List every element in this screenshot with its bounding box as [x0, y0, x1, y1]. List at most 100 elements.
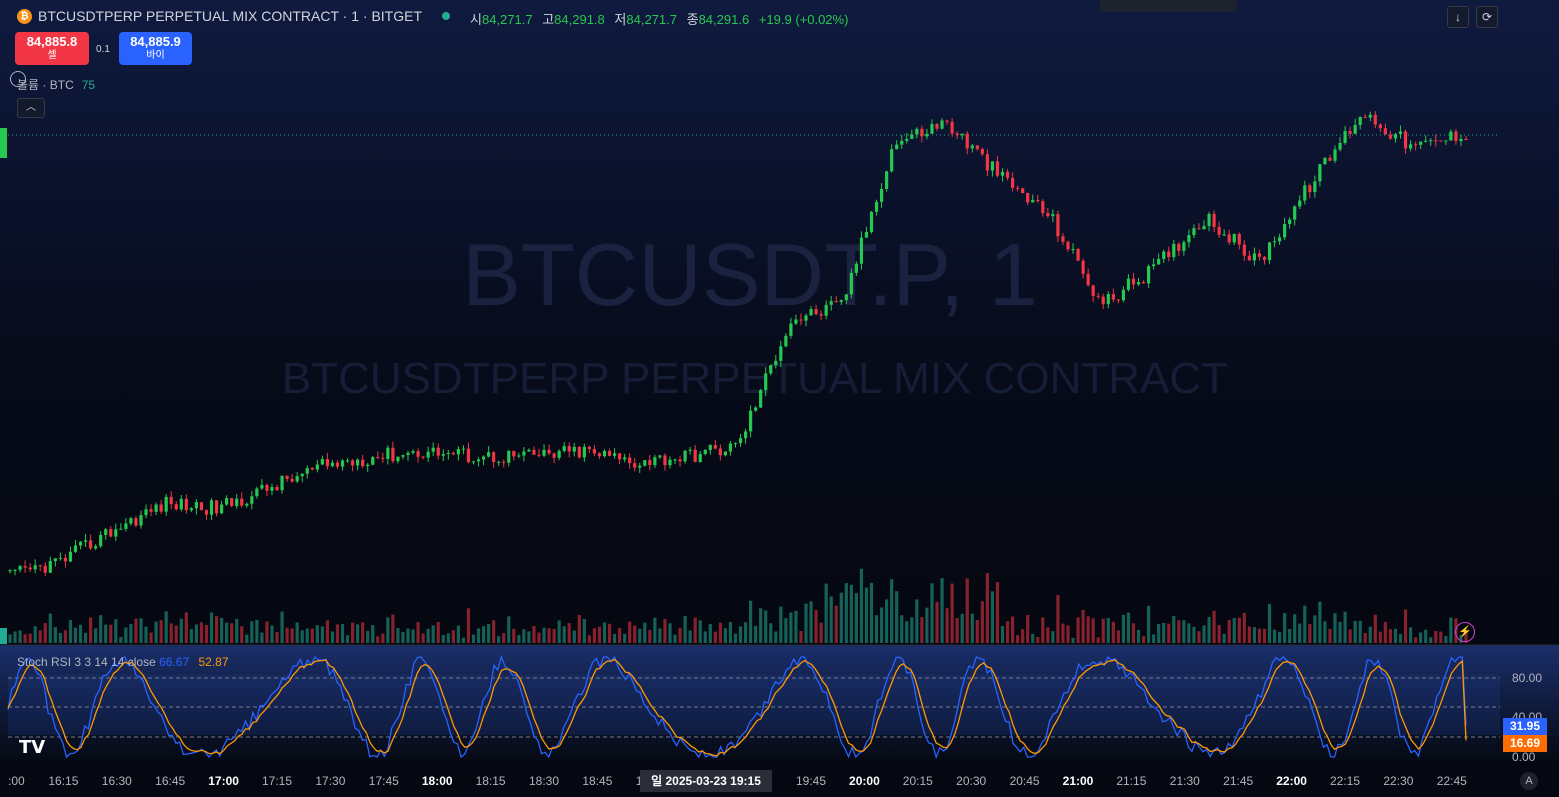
stoch-axis-80: 80.00 — [1512, 671, 1542, 685]
candle-body — [406, 452, 410, 456]
candle-body — [23, 566, 27, 568]
candle-body — [260, 484, 264, 489]
candle-body — [194, 502, 199, 509]
volume-bar — [1141, 636, 1146, 643]
candle-body — [487, 452, 491, 457]
auto-scale-button[interactable]: A — [1520, 772, 1538, 790]
volume-bar — [446, 633, 450, 643]
bitcoin-icon[interactable]: ₿ — [17, 9, 32, 24]
candle-body — [1076, 249, 1080, 261]
candle-body — [1293, 206, 1297, 220]
volume-bar — [618, 627, 622, 643]
volume-bar — [1177, 620, 1181, 643]
volume-bar — [834, 605, 838, 643]
symbol-title[interactable]: BTCUSDTPERP PERPETUAL MIX CONTRACT · 1 ·… — [38, 8, 423, 24]
volume-bar — [925, 607, 929, 643]
volume-legend[interactable]: 볼륨 · BTC 75 — [17, 76, 95, 93]
stoch-legend[interactable]: Stoch RSI 3 3 14 14 close 66.67 52.87 — [17, 655, 229, 669]
candle-body — [255, 488, 259, 497]
candle-body — [1288, 219, 1292, 225]
volume-bar — [703, 631, 707, 643]
candle-body — [1257, 253, 1262, 257]
candle-body — [1459, 138, 1463, 142]
volume-value: 75 — [81, 78, 96, 92]
candlesticks — [8, 111, 1468, 577]
tradingview-logo-icon[interactable]: TV — [19, 737, 46, 758]
candle-body — [1207, 213, 1211, 226]
candle-body — [1056, 214, 1060, 237]
maximize-icon[interactable]: ⟳ — [1476, 6, 1498, 28]
candle-body — [38, 565, 42, 567]
volume-bar — [94, 628, 98, 643]
buy-button[interactable]: 84,885.9 바이 — [119, 32, 192, 65]
candle-body — [1046, 213, 1050, 217]
volume-bar — [28, 633, 32, 643]
volume-bar — [638, 628, 642, 643]
candle-body — [1162, 251, 1166, 259]
candle-body — [1252, 253, 1257, 261]
volume-bar — [1106, 618, 1110, 643]
candle-body — [169, 496, 173, 505]
sell-button[interactable]: 84,885.8 셀 — [15, 32, 89, 65]
candle-body — [945, 120, 949, 122]
volume-bar — [204, 624, 209, 643]
candle-body — [885, 171, 889, 190]
candle-body — [733, 443, 738, 445]
candle-body — [1464, 138, 1468, 140]
candle-body — [1434, 140, 1438, 142]
volume-bar — [325, 620, 329, 643]
volume-bar — [371, 625, 375, 643]
candle-body — [1081, 260, 1085, 274]
volume-bar — [1343, 611, 1347, 643]
volume-bar — [864, 587, 869, 643]
volume-bar — [1272, 629, 1277, 643]
candle-body — [648, 460, 652, 466]
time-tick-label: 19:45 — [796, 774, 826, 788]
candle-body — [1227, 234, 1231, 243]
stoch-d-line — [7, 658, 1467, 757]
candle-body — [572, 446, 576, 452]
volume-bar — [557, 620, 561, 643]
open-value: 84,271.7 — [481, 12, 533, 27]
collapse-chevron-icon[interactable]: ︿ — [17, 98, 45, 118]
floating-popup-tab[interactable] — [1100, 0, 1237, 12]
candle-body — [1247, 255, 1251, 261]
volume-bar — [1126, 612, 1131, 643]
volume-bar — [1182, 620, 1186, 643]
volume-bar — [950, 583, 954, 643]
eye-icon[interactable] — [10, 71, 26, 87]
candle-body — [764, 373, 768, 391]
candle-body — [416, 451, 420, 457]
volume-bar — [920, 617, 924, 643]
arrow-down-icon[interactable]: ↓ — [1447, 6, 1469, 28]
candle-body — [920, 128, 924, 137]
volume-bar — [1288, 628, 1292, 643]
candle-body — [285, 475, 289, 479]
volume-bar — [1051, 631, 1055, 643]
volume-bar — [406, 628, 410, 643]
volume-bar — [975, 619, 979, 643]
candle-body — [633, 463, 637, 468]
crosshair-date-label: 일 2025-03-23 19:15 — [640, 770, 772, 792]
time-tick-label: 16:30 — [102, 774, 132, 788]
lightning-icon[interactable]: ⚡ — [1455, 622, 1475, 642]
market-status-dot[interactable] — [442, 12, 450, 20]
candle-body — [305, 468, 309, 474]
volume-bar — [345, 635, 350, 643]
volume-bars — [8, 568, 1468, 643]
volume-bar — [668, 623, 672, 643]
candle-body — [784, 335, 788, 347]
price-scale-marker — [0, 128, 7, 158]
volume-bar — [481, 626, 486, 643]
candle-body — [930, 124, 934, 134]
volume-bar — [517, 635, 521, 643]
volume-bar — [844, 583, 848, 643]
candle-body — [295, 476, 299, 482]
high-value: 84,291.8 — [554, 12, 605, 27]
candle-body — [774, 360, 778, 366]
volume-bar — [426, 628, 430, 643]
candle-body — [799, 319, 803, 321]
volume-bar — [174, 625, 178, 643]
